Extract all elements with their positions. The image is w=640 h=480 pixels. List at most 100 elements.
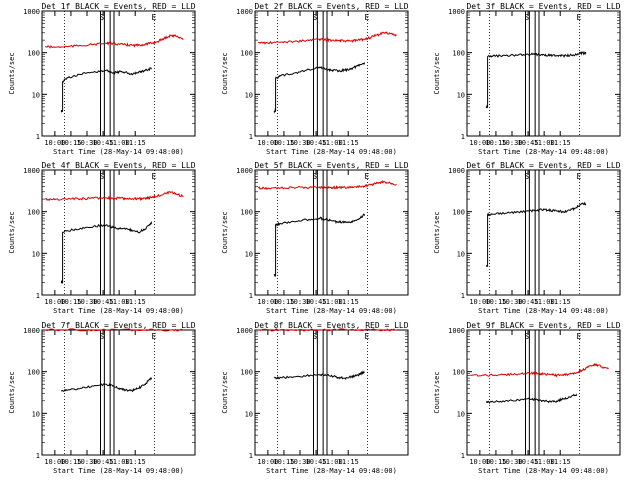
- x-tick-label: 10:00: [257, 298, 278, 306]
- x-tick-label: 11:15: [550, 298, 571, 306]
- panel-det-8f: Det 8f BLACK = Events, RED = LLD Counts/s…: [221, 321, 409, 475]
- series-line-lld: [45, 33, 184, 49]
- x-tick-label: 10:45: [518, 139, 539, 147]
- x-tick-label: 11:00: [109, 458, 130, 466]
- y-axis-label: Counts/sec: [433, 211, 441, 253]
- x-axis-label: Start Time (28-May-14 09:48:00): [478, 148, 609, 156]
- x-axis-label: Start Time (28-May-14 09:48:00): [478, 307, 609, 315]
- panel-title: Det 6f BLACK = Events, RED = LLD: [466, 161, 620, 170]
- x-tick-label: 11:15: [125, 139, 146, 147]
- x-tick-label: 11:15: [338, 298, 359, 306]
- x-tick-label: 10:45: [518, 298, 539, 306]
- series-line-lld: [257, 180, 397, 191]
- start-marker-label: S: [524, 332, 529, 341]
- y-tick-label: 10: [457, 91, 465, 99]
- end-marker-label: E: [151, 13, 156, 22]
- x-tick-label: 10:15: [485, 139, 506, 147]
- x-tick-label: 10:15: [273, 298, 294, 306]
- y-axis-label: Counts/sec: [8, 211, 16, 253]
- panel-title: Det 9f BLACK = Events, RED = LLD: [466, 321, 620, 330]
- series-line-events: [485, 201, 587, 267]
- x-tick-label: 10:30: [501, 298, 522, 306]
- x-tick-label: 10:15: [273, 139, 294, 147]
- y-tick-label: 100: [452, 209, 465, 217]
- series-line-events: [60, 221, 152, 284]
- x-tick-label: 10:45: [306, 458, 327, 466]
- x-tick-label: 11:15: [125, 458, 146, 466]
- x-tick-label: 10:15: [485, 458, 506, 466]
- series-line-lld: [258, 328, 397, 332]
- x-tick-label: 10:15: [485, 298, 506, 306]
- panel-det-7f: Det 7f BLACK = Events, RED = LLD Counts/s…: [8, 321, 196, 475]
- x-tick-label: 10:15: [60, 298, 81, 306]
- y-tick-label: 100: [27, 50, 40, 58]
- y-tick-label: 10: [457, 410, 465, 418]
- y-tick-label: 100: [452, 369, 465, 377]
- x-tick-label: 10:00: [44, 139, 65, 147]
- x-tick-label: 10:00: [44, 298, 65, 306]
- x-tick-label: 10:00: [469, 139, 490, 147]
- panel-title: Det 1f BLACK = Events, RED = LLD: [41, 2, 195, 11]
- y-axis-label: Counts/sec: [221, 52, 229, 94]
- panel-det-3f: Det 3f BLACK = Events, RED = LLD Counts/s…: [433, 2, 621, 156]
- x-axis-label: Start Time (28-May-14 09:48:00): [53, 307, 184, 315]
- x-tick-label: 11:00: [322, 298, 343, 306]
- end-marker-label: E: [151, 332, 156, 341]
- panel-title: Det 4f BLACK = Events, RED = LLD: [41, 161, 195, 170]
- y-tick-label: 10: [245, 410, 253, 418]
- x-tick-label: 11:00: [109, 139, 130, 147]
- series-line-events: [60, 377, 152, 393]
- panel-title: Det 7f BLACK = Events, RED = LLD: [41, 321, 195, 330]
- x-axis-label: Start Time (28-May-14 09:48:00): [266, 467, 397, 475]
- x-tick-label: 10:00: [257, 139, 278, 147]
- x-tick-label: 10:45: [306, 139, 327, 147]
- series-line-lld: [44, 190, 184, 202]
- start-marker-label: S: [99, 332, 104, 341]
- y-tick-label: 1: [461, 452, 465, 460]
- x-tick-label: 11:00: [322, 458, 343, 466]
- x-tick-label: 11:00: [109, 298, 130, 306]
- series-line-events: [273, 62, 365, 114]
- x-tick-label: 10:30: [501, 458, 522, 466]
- x-axis-label: Start Time (28-May-14 09:48:00): [266, 148, 397, 156]
- x-tick-label: 10:00: [469, 458, 490, 466]
- panel-det-1f: Det 1f BLACK = Events, RED = LLD Counts/s…: [8, 2, 196, 156]
- y-tick-label: 1: [36, 452, 40, 460]
- x-tick-label: 10:00: [44, 458, 65, 466]
- start-marker-label: S: [99, 13, 104, 22]
- y-tick-label: 10: [245, 91, 253, 99]
- x-axis-label: Start Time (28-May-14 09:48:00): [266, 307, 397, 315]
- panel-title: Det 8f BLACK = Events, RED = LLD: [254, 321, 408, 330]
- y-axis-label: Counts/sec: [221, 371, 229, 413]
- y-tick-label: 1000: [448, 167, 465, 175]
- start-marker-label: S: [312, 13, 317, 22]
- x-tick-label: 10:00: [469, 298, 490, 306]
- x-tick-label: 10:45: [93, 139, 114, 147]
- x-tick-label: 10:45: [518, 458, 539, 466]
- y-tick-label: 100: [240, 209, 253, 217]
- y-tick-label: 1000: [23, 167, 40, 175]
- y-axis-label: Counts/sec: [8, 52, 16, 94]
- x-axis-label: Start Time (28-May-14 09:48:00): [53, 467, 184, 475]
- end-marker-label: E: [364, 172, 369, 181]
- x-tick-label: 10:15: [273, 458, 294, 466]
- y-tick-label: 1: [36, 292, 40, 300]
- y-tick-label: 1000: [236, 167, 253, 175]
- y-tick-label: 1: [461, 133, 465, 141]
- y-tick-label: 100: [452, 50, 465, 58]
- y-tick-label: 1: [461, 292, 465, 300]
- x-tick-label: 10:30: [501, 139, 522, 147]
- y-tick-label: 1000: [448, 8, 465, 16]
- start-marker-label: S: [524, 172, 529, 181]
- x-tick-label: 10:30: [76, 139, 97, 147]
- panel-det-5f: Det 5f BLACK = Events, RED = LLD Counts/s…: [221, 161, 409, 315]
- y-tick-label: 1: [249, 452, 253, 460]
- series-line-events: [60, 67, 152, 113]
- panel-title: Det 5f BLACK = Events, RED = LLD: [254, 161, 408, 170]
- y-tick-label: 1000: [23, 327, 40, 335]
- x-tick-label: 11:00: [534, 139, 555, 147]
- y-tick-label: 1000: [23, 8, 40, 16]
- x-tick-label: 10:30: [289, 458, 310, 466]
- panel-title: Det 2f BLACK = Events, RED = LLD: [254, 2, 408, 11]
- x-tick-label: 10:30: [76, 298, 97, 306]
